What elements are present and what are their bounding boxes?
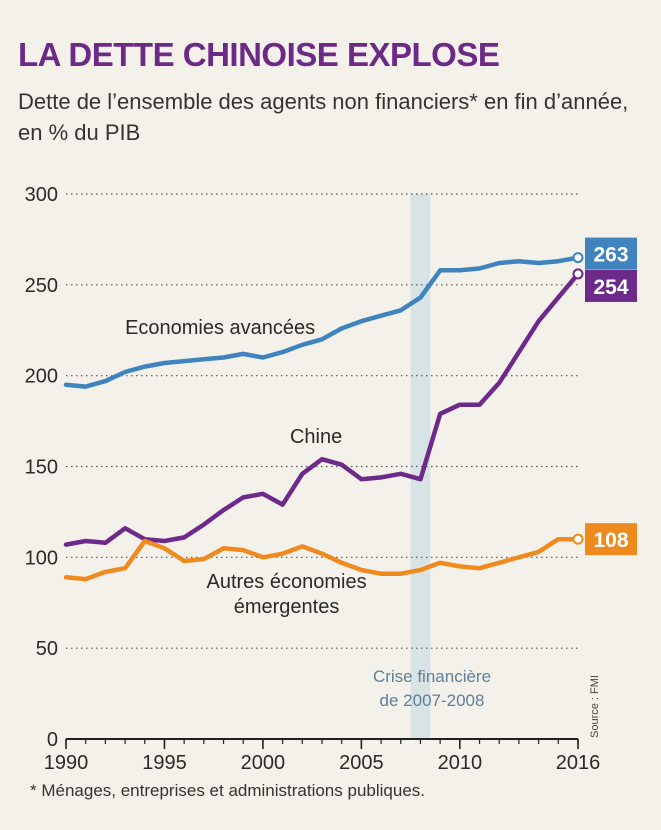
x-tick-label: 2005 bbox=[339, 752, 384, 774]
series-end-marker bbox=[572, 252, 584, 264]
series-end-marker bbox=[572, 268, 584, 280]
x-tick-label: 2000 bbox=[241, 752, 286, 774]
chart-title: LA DETTE CHINOISE EXPLOSE bbox=[18, 36, 500, 73]
footnote: * Ménages, entreprises et administration… bbox=[30, 781, 425, 800]
crisis-label-line1: Crise financière bbox=[373, 667, 491, 686]
y-tick-label: 150 bbox=[25, 457, 58, 479]
source-note: Source : FMI bbox=[589, 675, 601, 738]
x-tick-label: 2016 bbox=[556, 752, 601, 774]
chart-subtitle: Dette de l’ensemble des agents non finan… bbox=[18, 89, 629, 145]
y-tick-label: 50 bbox=[36, 638, 58, 660]
x-tick-label: 1995 bbox=[142, 752, 187, 774]
end-value-label: 254 bbox=[593, 276, 628, 299]
x-tick-label: 1990 bbox=[44, 752, 89, 774]
series-line-0 bbox=[63, 255, 581, 389]
series-label: Chine bbox=[290, 426, 342, 448]
end-value-box bbox=[585, 237, 637, 270]
y-tick-label: 200 bbox=[25, 366, 58, 388]
y-tick-label: 100 bbox=[25, 547, 58, 569]
end-value-box bbox=[585, 523, 637, 556]
crisis-label-line2: de 2007-2008 bbox=[380, 691, 485, 710]
end-value-box bbox=[585, 269, 637, 302]
y-tick-label: 250 bbox=[25, 275, 58, 297]
series-label: Economies avancées bbox=[125, 317, 315, 339]
series-label-line1: Autres économies bbox=[207, 571, 367, 593]
series-line-1 bbox=[63, 271, 581, 547]
series-end-marker bbox=[572, 533, 584, 545]
series-label-line2: émergentes bbox=[234, 596, 340, 618]
end-value-label: 108 bbox=[593, 529, 628, 552]
crisis-band bbox=[410, 194, 431, 739]
line-chart: 0 50 100 150 200 250 300 1990 1995 2000 2005 2010 2… bbox=[25, 184, 637, 774]
y-tick-label: 0 bbox=[47, 729, 58, 751]
y-tick-label: 300 bbox=[25, 184, 58, 206]
end-value-label: 263 bbox=[593, 244, 628, 267]
x-tick-label: 2010 bbox=[438, 752, 483, 774]
series-line-2 bbox=[63, 536, 581, 582]
